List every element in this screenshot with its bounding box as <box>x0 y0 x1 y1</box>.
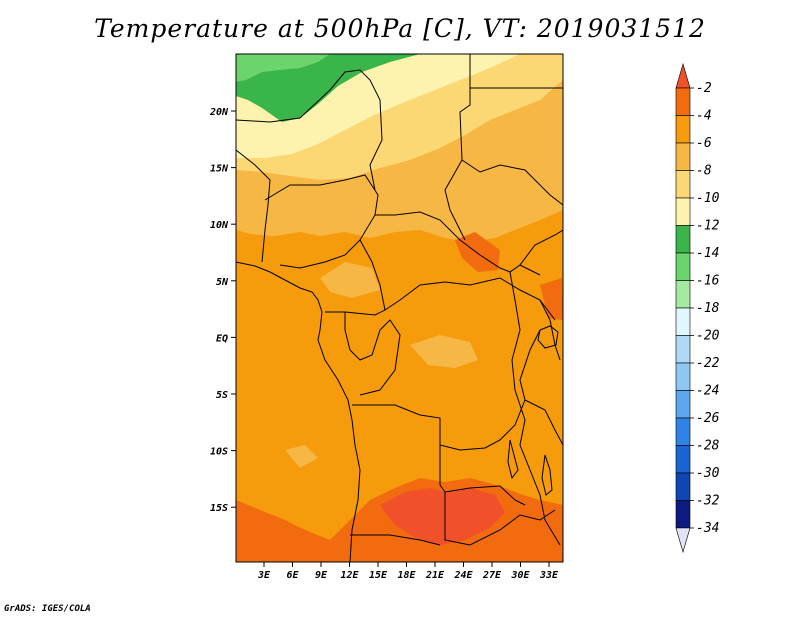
colorbar-label: -28 <box>696 439 720 454</box>
map-title: Temperature at 500hPa [C], VT: 201903151… <box>94 14 706 43</box>
colorbar-label: -14 <box>696 246 719 261</box>
lat-label: 10N <box>210 220 229 231</box>
lon-label: 21E <box>425 570 445 581</box>
patch-minus8-b <box>320 262 380 298</box>
colorbar-label: -30 <box>696 466 720 481</box>
colorbar-label: -34 <box>696 521 719 536</box>
patch-minus8-a <box>410 335 478 368</box>
colorbar-segment <box>675 252 691 281</box>
colorbar-segment <box>675 87 691 116</box>
lon-label: 24E <box>453 570 473 581</box>
border-zambia-south <box>444 492 556 546</box>
colorbar-label: -6 <box>696 136 712 151</box>
patch-minus4-ne <box>540 278 563 320</box>
map-frame <box>235 53 564 563</box>
patch-minus4-east <box>455 232 500 272</box>
border-car <box>375 211 541 276</box>
lon-label: 30E <box>510 570 530 581</box>
colorbar-segment <box>675 225 691 254</box>
lon-label: 18E <box>397 570 416 581</box>
colorbar: -2 -4 -6 -8 -10 -12 -14 -16 -18 -20 -22 -24 -26 -28 -3… <box>675 62 720 554</box>
border-angola-zambia <box>439 445 526 506</box>
colorbar-label: -10 <box>696 191 720 206</box>
temperature-field <box>236 54 563 562</box>
lat-label: 10S <box>210 447 228 458</box>
border-mali-niger <box>236 69 383 191</box>
lat-label: EQ <box>216 333 228 344</box>
colorbar-segment <box>675 142 691 171</box>
colorbar-segment <box>675 500 691 529</box>
border-angola-namibia <box>350 534 441 546</box>
border-lake-malawi <box>541 454 553 496</box>
border-drc-south <box>352 329 541 451</box>
border-kenya-uganda <box>539 299 561 361</box>
border-drc-west <box>344 312 401 396</box>
lon-label: 12E <box>340 570 359 581</box>
border-nile-south <box>519 229 563 266</box>
border-nigeria <box>264 174 379 269</box>
border-tanzania <box>524 399 563 446</box>
longitude-axis: 3E 6E 9E 12E 15E 18E 21E 24E 27E 30E 33E <box>257 562 559 581</box>
colorbar-label: -8 <box>696 164 712 179</box>
band-minus16 <box>236 54 330 82</box>
colorbar-segment <box>675 307 691 336</box>
colorbar-segment <box>675 335 691 364</box>
colorbar-top-arrow <box>675 62 691 89</box>
colorbar-segment <box>675 170 691 199</box>
colorbar-segment <box>675 362 691 391</box>
lon-label: 33E <box>539 570 559 581</box>
colorbar-segment <box>675 417 691 446</box>
colorbar-label: -16 <box>696 274 720 289</box>
border-burkina <box>236 149 271 263</box>
colorbar-label: -4 <box>696 109 712 124</box>
lon-label: 9E <box>315 570 328 581</box>
lat-label: 5N <box>216 277 229 288</box>
colorbar-label: -18 <box>696 301 720 316</box>
lon-label: 3E <box>257 570 271 581</box>
lon-label: 27E <box>482 570 502 581</box>
colorbar-label: -2 <box>696 81 712 96</box>
colorbar-segment <box>675 280 691 309</box>
coastline <box>236 261 361 562</box>
lon-label: 15E <box>369 570 388 581</box>
border-chad-sudan <box>461 159 563 206</box>
grads-credit: GrADS: IGES/COLA <box>4 604 91 614</box>
latitude-axis: 20N 15N 10N 5N EQ 5S 10S 15S <box>209 107 236 514</box>
lon-label: 6E <box>286 570 299 581</box>
border-congo <box>384 277 556 321</box>
colorbar-label: -20 <box>696 329 720 344</box>
colorbar-segment <box>675 472 691 501</box>
border-lake-victoria <box>537 325 559 349</box>
colorbar-segment <box>675 445 691 474</box>
colorbar-label: -32 <box>696 494 720 509</box>
lat-label: 15S <box>210 503 228 514</box>
colorbar-segment <box>675 197 691 226</box>
patch-minus8-c <box>285 445 318 468</box>
lat-label: 15N <box>210 164 229 175</box>
colorbar-segment <box>675 115 691 144</box>
colorbar-label: -12 <box>696 219 720 234</box>
colorbar-label: -26 <box>696 411 720 426</box>
border-east-lakes <box>509 271 561 546</box>
colorbar-bottom-arrow <box>675 527 691 554</box>
colorbar-segment <box>675 390 691 419</box>
colorbar-label: -22 <box>696 356 720 371</box>
lat-label: 5S <box>216 390 228 401</box>
country-borders <box>236 54 563 562</box>
border-lake-tanganyika <box>507 439 519 480</box>
colorbar-label: -24 <box>696 384 719 399</box>
lat-label: 20N <box>209 107 229 118</box>
band-minus2 <box>380 488 505 545</box>
band-minus14 <box>236 54 420 122</box>
